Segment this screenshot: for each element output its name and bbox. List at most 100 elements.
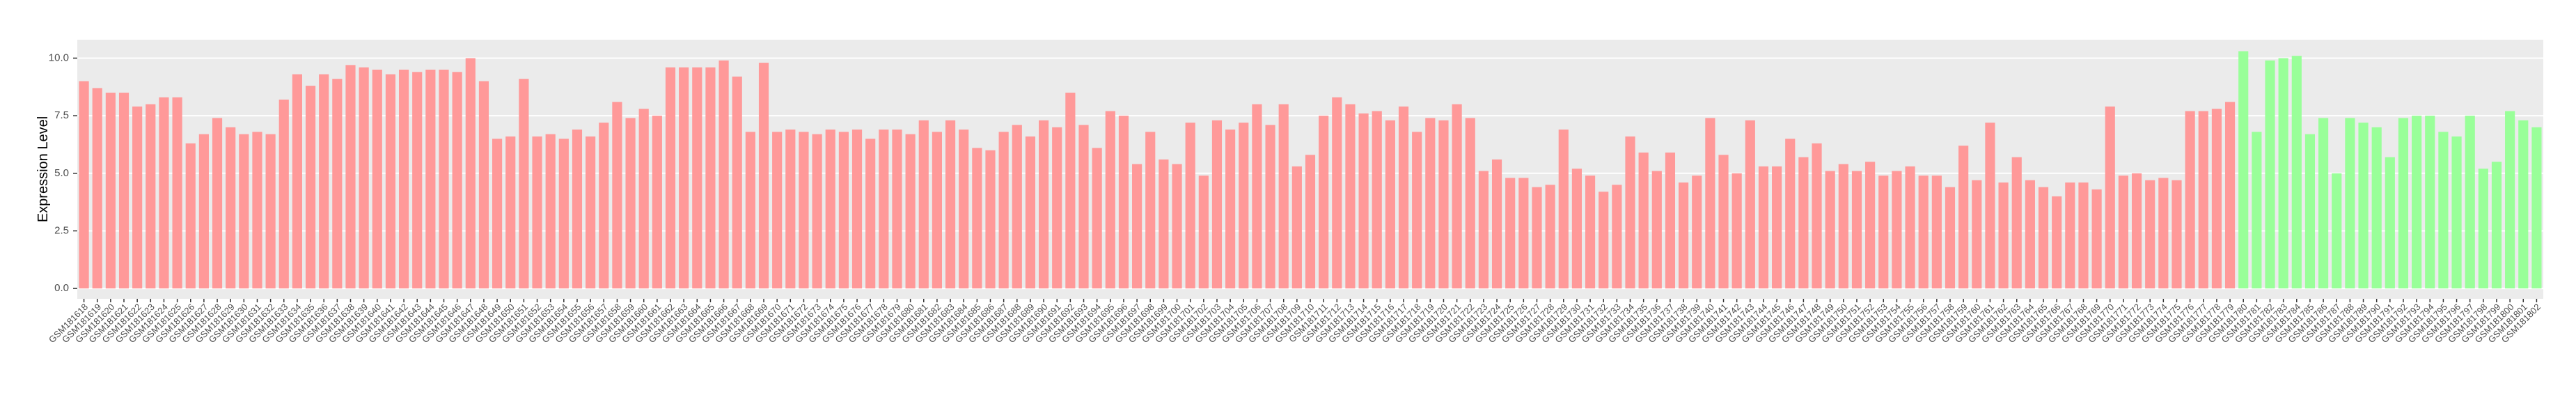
- bar: [892, 129, 902, 289]
- bar: [398, 69, 409, 289]
- bar: [785, 129, 796, 289]
- bar: [412, 72, 423, 289]
- bar: [918, 120, 929, 289]
- bar: [1945, 187, 1956, 289]
- bar: [972, 148, 982, 289]
- bar: [1599, 192, 1609, 289]
- bar: [2011, 157, 2022, 289]
- bar: [772, 132, 783, 289]
- bar: [692, 67, 702, 289]
- bar: [2065, 182, 2075, 289]
- bar: [1758, 166, 1769, 289]
- bar: [1651, 171, 1662, 289]
- bar: [1838, 164, 1848, 289]
- bar: [1358, 113, 1369, 289]
- bar: [905, 134, 916, 289]
- bar: [452, 72, 462, 289]
- bar: [1892, 171, 1902, 289]
- bar: [305, 86, 316, 289]
- bar: [1105, 111, 1115, 289]
- bar: [665, 67, 676, 289]
- bar: [1452, 104, 1462, 289]
- bar: [2118, 176, 2128, 289]
- bar: [1692, 176, 1702, 289]
- bar: [2224, 102, 2236, 289]
- bar: [519, 79, 529, 289]
- bar: [1198, 176, 1209, 289]
- bar: [851, 129, 863, 289]
- bar: [359, 67, 369, 289]
- bar: [1638, 153, 1649, 289]
- bar: [705, 67, 716, 289]
- bar: [439, 69, 449, 289]
- bar: [1878, 176, 1889, 289]
- bar: [1865, 162, 1876, 289]
- bar: [1239, 123, 1249, 289]
- bar: [1478, 171, 1489, 289]
- bar: [2158, 178, 2169, 289]
- bar: [1172, 164, 1182, 289]
- bar: [2105, 106, 2115, 289]
- bar: [799, 132, 809, 289]
- bar: [1185, 123, 1195, 289]
- bar: [1052, 127, 1062, 289]
- bar: [2304, 134, 2316, 289]
- bar: [198, 134, 209, 289]
- bar: [478, 81, 489, 289]
- bar: [959, 129, 969, 289]
- bar: [1571, 169, 1582, 289]
- bar: [2505, 111, 2515, 289]
- bar: [2078, 182, 2089, 289]
- bar: [1412, 132, 1422, 289]
- bar: [679, 67, 689, 289]
- bar: [1159, 159, 1169, 289]
- bar: [758, 63, 769, 289]
- bar: [1851, 171, 1862, 289]
- bar: [172, 97, 182, 289]
- bar: [1679, 182, 1689, 289]
- bar: [1038, 120, 1049, 289]
- bar: [718, 60, 729, 289]
- bar: [599, 123, 609, 289]
- bar: [1545, 185, 1555, 289]
- y-tick-label: 5.0: [54, 167, 69, 179]
- bar: [2345, 118, 2355, 289]
- bar: [465, 58, 476, 289]
- bar: [2465, 116, 2475, 289]
- y-tick-label: 2.5: [54, 224, 69, 236]
- bar: [1012, 125, 1022, 289]
- bar: [1332, 97, 1342, 289]
- bar: [1092, 148, 1102, 289]
- bar: [292, 74, 302, 289]
- bar: [1731, 173, 1742, 289]
- bar: [532, 136, 542, 289]
- bar: [1345, 104, 1356, 289]
- bar: [1265, 125, 1275, 289]
- bar: [1118, 116, 1129, 289]
- bar: [1825, 171, 1835, 289]
- bar: [865, 139, 876, 289]
- bar: [2371, 127, 2382, 289]
- bar: [2478, 169, 2488, 289]
- bar: [1612, 185, 1622, 289]
- y-axis-title: Expression Level: [36, 116, 51, 222]
- bar: [2038, 187, 2049, 289]
- bar: [2025, 180, 2035, 289]
- bar: [1718, 155, 1729, 289]
- bar: [278, 99, 289, 289]
- bar: [998, 132, 1009, 289]
- bar: [1905, 166, 1915, 289]
- bar: [2531, 127, 2542, 289]
- bar: [1998, 182, 2009, 289]
- bar: [558, 139, 569, 289]
- bar: [2131, 173, 2142, 289]
- bar: [1425, 118, 1436, 289]
- bar: [2318, 118, 2329, 289]
- bar: [1398, 106, 1409, 289]
- bar: [1558, 129, 1569, 289]
- bar: [1705, 118, 1715, 289]
- bar: [825, 129, 835, 289]
- bar: [2385, 157, 2395, 289]
- bar: [185, 143, 196, 289]
